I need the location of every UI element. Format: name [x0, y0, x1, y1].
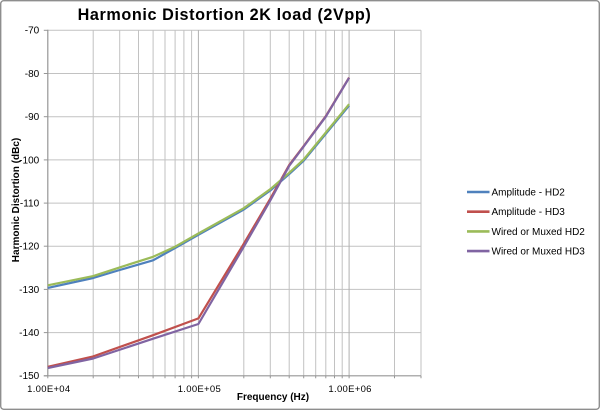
svg-text:1.00E+05: 1.00E+05: [178, 384, 221, 395]
svg-text:-70: -70: [25, 26, 40, 37]
svg-text:-130: -130: [19, 285, 39, 296]
svg-text:Frequency (Hz): Frequency (Hz): [237, 392, 309, 403]
svg-text:Amplitude - HD3: Amplitude - HD3: [492, 207, 566, 218]
svg-text:1.00E+04: 1.00E+04: [27, 384, 70, 395]
svg-text:Harmonic Distortion (dBc): Harmonic Distortion (dBc): [11, 138, 22, 262]
svg-text:Amplitude - HD2: Amplitude - HD2: [492, 188, 566, 199]
svg-text:-100: -100: [19, 155, 39, 166]
svg-text:Wired or Muxed HD2: Wired or Muxed HD2: [492, 227, 586, 238]
svg-text:Harmonic Distortion 2K load (2: Harmonic Distortion 2K load (2Vpp): [78, 6, 372, 24]
svg-text:1.00E+06: 1.00E+06: [328, 384, 371, 395]
svg-text:Wired or Muxed HD3: Wired or Muxed HD3: [492, 247, 586, 258]
svg-text:-140: -140: [19, 328, 39, 339]
svg-text:-80: -80: [25, 69, 40, 80]
svg-text:-120: -120: [19, 242, 39, 253]
svg-text:-150: -150: [19, 371, 39, 382]
svg-text:-90: -90: [25, 112, 40, 123]
svg-text:-110: -110: [20, 199, 40, 210]
